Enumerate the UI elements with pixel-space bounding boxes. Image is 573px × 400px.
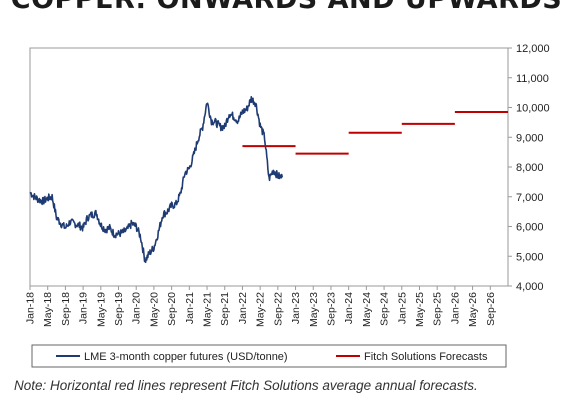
- x-tick-label: Sep-26: [485, 292, 497, 326]
- y-tick-label: 9,000: [516, 132, 544, 144]
- x-tick-label: Jan-25: [396, 292, 408, 324]
- y-tick-label: 7,000: [516, 192, 544, 204]
- y-tick-label: 6,000: [516, 222, 544, 234]
- x-tick-label: Sep-19: [113, 292, 125, 326]
- y-axis: 4,000 5,000 6,000 7,000 8,000 9,000 10,000 11,0…: [508, 43, 550, 293]
- x-tick-label: Jan-23: [290, 292, 302, 324]
- x-tick-label: Sep-20: [166, 292, 178, 326]
- x-tick-label: May-23: [308, 292, 320, 327]
- y-tick-label: 10,000: [516, 103, 550, 115]
- x-axis: Jan-18 May-18 Sep-18 Jan-19 May-19 Sep-19 Jan-…: [25, 286, 497, 327]
- x-tick-label: May-18: [42, 292, 54, 327]
- legend-label-forecast: Fitch Solutions Forecasts: [364, 351, 488, 363]
- x-tick-label: Jan-26: [449, 292, 461, 324]
- x-tick-label: Sep-22: [272, 292, 284, 326]
- x-tick-label: Jan-21: [184, 292, 196, 324]
- forecast-series: [242, 110, 508, 155]
- x-tick-label: Sep-23: [325, 292, 337, 326]
- x-tick-label: Jan-19: [78, 292, 90, 324]
- x-tick-label: May-25: [414, 292, 426, 327]
- y-tick-label: 5,000: [516, 251, 544, 263]
- x-tick-label: May-21: [202, 292, 214, 327]
- y-tick-label: 8,000: [516, 162, 544, 174]
- plot-area: [29, 47, 509, 287]
- copper-price-line: [29, 96, 284, 264]
- legend: LME 3-month copper futures (USD/tonne) F…: [31, 344, 507, 368]
- x-tick-label: Jan-20: [131, 292, 143, 324]
- chart-title: COPPER: ONWARDS AND UPWARDS: [0, 0, 573, 15]
- x-tick-label: May-26: [467, 292, 479, 327]
- x-tick-label: May-22: [255, 292, 267, 327]
- x-tick-label: Sep-21: [219, 292, 231, 326]
- x-tick-label: May-19: [95, 292, 107, 327]
- x-tick-label: May-24: [361, 292, 373, 327]
- y-tick-label: 11,000: [516, 73, 549, 85]
- y-tick-label: 12,000: [516, 43, 550, 55]
- x-tick-label: Jan-18: [25, 292, 37, 324]
- legend-label-copper: LME 3-month copper futures (USD/tonne): [84, 351, 288, 363]
- y-tick-label: 4,000: [516, 281, 544, 293]
- x-tick-label: Sep-18: [60, 292, 72, 326]
- x-tick-label: Sep-25: [432, 292, 444, 326]
- legend-box: [31, 344, 507, 368]
- x-tick-label: Sep-24: [379, 292, 391, 326]
- footnote: Note: Horizontal red lines represent Fit…: [14, 378, 478, 393]
- x-tick-label: May-20: [148, 292, 160, 327]
- x-tick-label: Jan-22: [237, 292, 249, 324]
- x-tick-label: Jan-24: [343, 292, 355, 324]
